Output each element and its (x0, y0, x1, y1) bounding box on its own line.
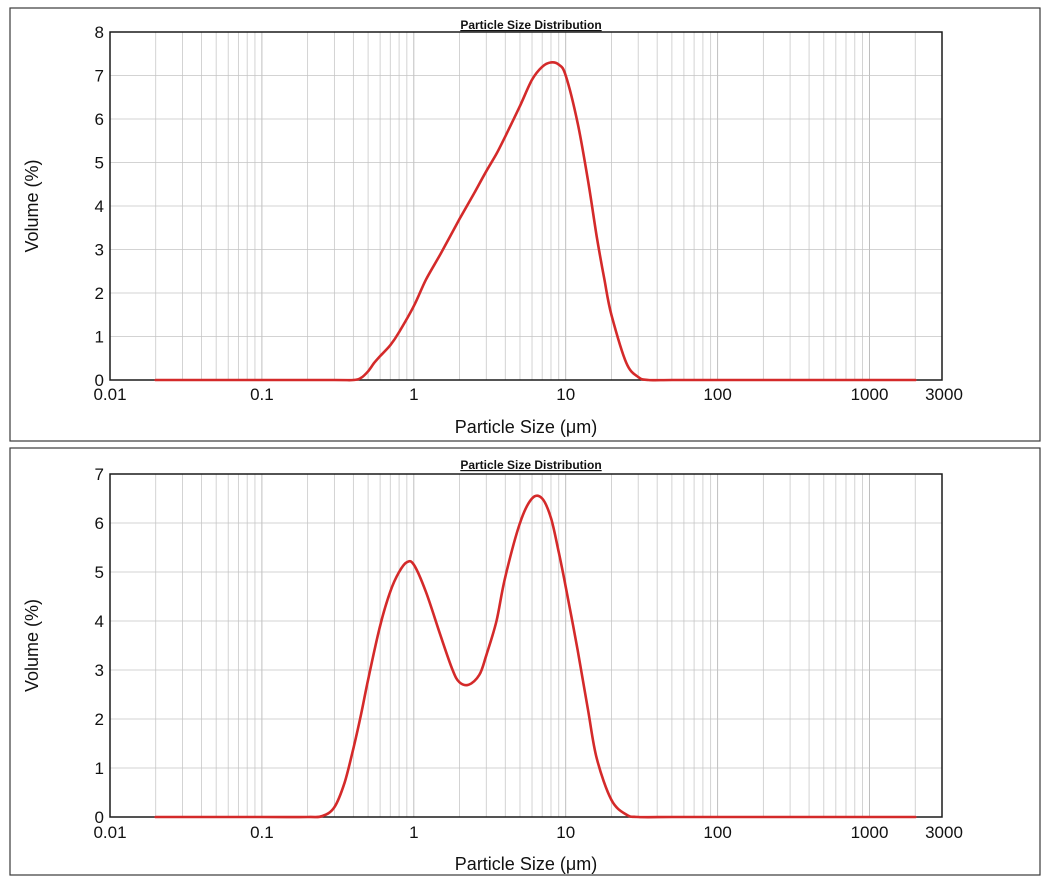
x-axis-label: Particle Size (μm) (455, 854, 597, 874)
plot-frame (109, 473, 943, 818)
x-tick-label: 1 (409, 385, 418, 404)
x-tick-label: 10 (556, 823, 575, 842)
chart-panel-bottom: Particle Size Distribution 0 1 2 3 4 5 6 7 0.01… (9, 447, 1041, 876)
y-tick-label: 2 (95, 284, 104, 303)
y-tick-label: 1 (95, 328, 104, 347)
y-axis-label: Volume (%) (22, 599, 42, 692)
curves (154, 494, 917, 819)
y-tick-label: 0 (95, 808, 104, 827)
y-tick-label: 5 (95, 563, 104, 582)
y-tick-label: 7 (95, 465, 104, 484)
series-line (154, 494, 917, 819)
curves (154, 61, 917, 382)
y-tick-label: 0 (95, 371, 104, 390)
y-tick-label: 1 (95, 759, 104, 778)
x-tick-label: 3000 (925, 823, 963, 842)
y-tick-label: 2 (95, 710, 104, 729)
grid (109, 31, 943, 381)
panel-frame (9, 7, 1041, 442)
y-tick-label: 6 (95, 110, 104, 129)
y-tick-label: 7 (95, 67, 104, 86)
y-tick-labels: 0 1 2 3 4 5 6 7 (95, 465, 104, 827)
y-tick-label: 5 (95, 154, 104, 173)
y-tick-label: 3 (95, 241, 104, 260)
x-tick-label: 0.01 (93, 385, 126, 404)
x-tick-labels: 0.01 0.1 1 10 100 1000 3000 (93, 823, 962, 842)
y-tick-labels: 0 1 2 3 4 5 6 7 8 (95, 23, 104, 390)
y-tick-label: 8 (95, 23, 104, 42)
y-axis-label: Volume (%) (22, 159, 42, 252)
chart-title: Particle Size Distribution (460, 18, 601, 32)
chart-panel-top: Particle Size Distribution 0 1 2 3 4 5 6 7 8 0.0… (9, 7, 1041, 442)
x-tick-label: 0.1 (250, 823, 274, 842)
y-tick-label: 4 (95, 612, 104, 631)
x-tick-label: 1000 (851, 823, 889, 842)
x-axis-label: Particle Size (μm) (455, 417, 597, 437)
plot-frame (109, 31, 943, 381)
series-line (154, 61, 917, 382)
x-tick-label: 10 (556, 385, 575, 404)
chart-title: Particle Size Distribution (460, 458, 601, 472)
y-tick-label: 4 (95, 197, 104, 216)
y-tick-label: 3 (95, 661, 104, 680)
x-tick-label: 0.1 (250, 385, 274, 404)
grid (109, 473, 943, 818)
panel-frame (9, 447, 1041, 876)
x-tick-label: 1000 (851, 385, 889, 404)
x-tick-labels: 0.01 0.1 1 10 100 1000 3000 (93, 385, 962, 404)
x-tick-label: 100 (703, 385, 731, 404)
x-tick-label: 0.01 (93, 823, 126, 842)
x-tick-label: 3000 (925, 385, 963, 404)
x-tick-label: 100 (703, 823, 731, 842)
y-tick-label: 6 (95, 514, 104, 533)
x-tick-label: 1 (409, 823, 418, 842)
